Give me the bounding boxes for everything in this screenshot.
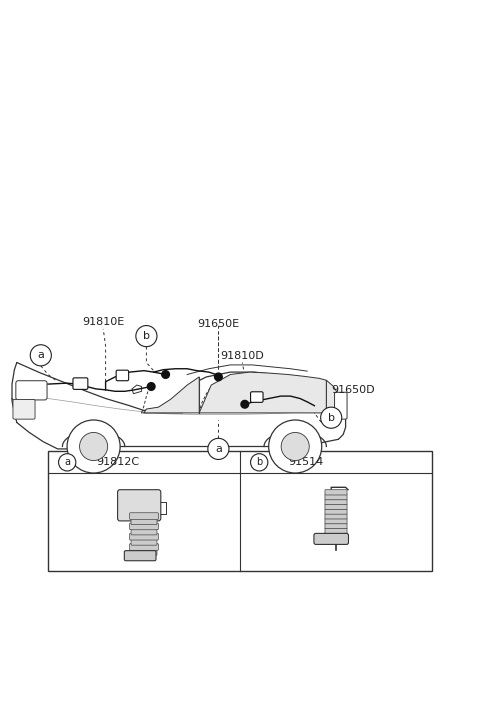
Text: a: a [64, 457, 70, 468]
Text: 91514: 91514 [288, 457, 323, 468]
Polygon shape [199, 372, 326, 413]
FancyBboxPatch shape [130, 533, 158, 540]
FancyBboxPatch shape [131, 528, 157, 535]
Text: 91812C: 91812C [96, 457, 139, 468]
Circle shape [269, 420, 322, 473]
Circle shape [321, 407, 342, 428]
Circle shape [241, 400, 249, 408]
Circle shape [30, 345, 51, 366]
FancyBboxPatch shape [16, 381, 47, 400]
Circle shape [281, 433, 309, 461]
Circle shape [136, 325, 157, 347]
FancyBboxPatch shape [325, 509, 347, 514]
FancyBboxPatch shape [325, 528, 347, 533]
Circle shape [162, 371, 169, 379]
Text: 91810E: 91810E [82, 318, 124, 327]
Circle shape [59, 454, 76, 471]
FancyBboxPatch shape [116, 370, 129, 381]
Text: b: b [143, 331, 150, 341]
Circle shape [80, 433, 108, 461]
Polygon shape [144, 377, 199, 413]
FancyBboxPatch shape [130, 543, 158, 550]
Circle shape [67, 420, 120, 473]
FancyBboxPatch shape [118, 490, 161, 521]
Circle shape [147, 383, 155, 390]
FancyBboxPatch shape [131, 518, 157, 524]
FancyBboxPatch shape [325, 504, 347, 510]
FancyBboxPatch shape [325, 514, 347, 519]
FancyBboxPatch shape [325, 524, 347, 529]
FancyBboxPatch shape [124, 551, 156, 561]
Polygon shape [132, 385, 142, 394]
FancyBboxPatch shape [48, 451, 432, 571]
Text: 91650E: 91650E [197, 319, 240, 329]
FancyBboxPatch shape [335, 393, 347, 419]
FancyBboxPatch shape [73, 378, 88, 389]
FancyBboxPatch shape [131, 538, 157, 545]
FancyBboxPatch shape [325, 494, 347, 500]
Text: b: b [328, 413, 335, 423]
FancyBboxPatch shape [131, 549, 157, 555]
FancyBboxPatch shape [130, 523, 158, 530]
FancyBboxPatch shape [251, 392, 263, 402]
Circle shape [251, 454, 268, 471]
FancyBboxPatch shape [325, 533, 347, 538]
Text: b: b [256, 457, 263, 468]
Text: 91650D: 91650D [331, 385, 374, 395]
FancyBboxPatch shape [13, 400, 35, 419]
Text: a: a [37, 350, 44, 360]
FancyBboxPatch shape [130, 512, 158, 519]
FancyBboxPatch shape [325, 490, 347, 495]
Circle shape [208, 438, 229, 459]
Circle shape [215, 373, 222, 381]
Text: a: a [215, 444, 222, 454]
Polygon shape [326, 380, 343, 413]
FancyBboxPatch shape [325, 499, 347, 505]
FancyBboxPatch shape [325, 519, 347, 524]
Text: 91810D: 91810D [220, 351, 264, 361]
FancyBboxPatch shape [314, 533, 348, 545]
